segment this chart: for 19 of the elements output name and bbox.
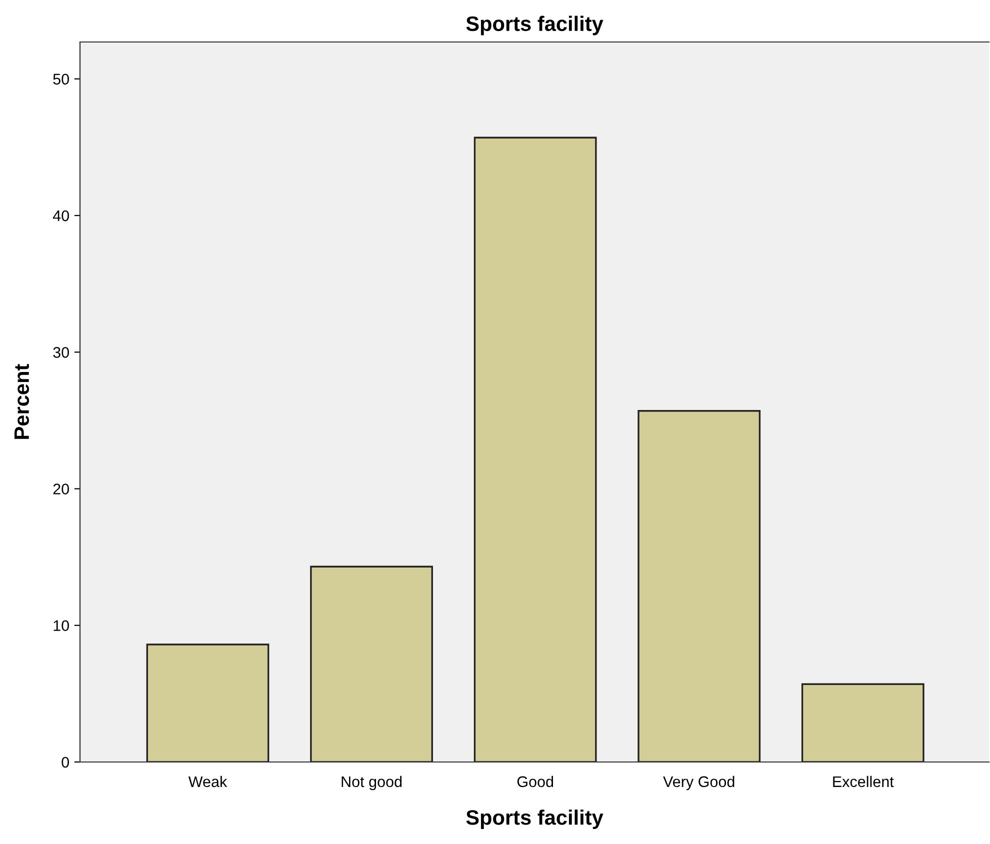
- bar: [310, 566, 433, 762]
- chart-title: Sports facility: [466, 16, 604, 36]
- bar: [801, 683, 924, 762]
- y-tick-label: 30: [53, 347, 69, 358]
- y-tick-label: 10: [54, 620, 69, 632]
- bar: [474, 136, 597, 762]
- y-tick-label: 40: [52, 210, 69, 222]
- x-axis-title: Sports facility: [466, 810, 604, 829]
- y-tick-label: 20: [53, 484, 69, 494]
- x-tick-label: Very Good: [663, 776, 734, 790]
- y-axis-title: Percent: [14, 364, 30, 439]
- x-tick-label: Not good: [342, 776, 402, 790]
- x-tick-label: Excellent: [833, 776, 894, 788]
- x-tick-label: Weak: [188, 776, 228, 788]
- bar: [638, 410, 761, 762]
- y-tick-label: 50: [53, 74, 69, 85]
- y-tick-label: 0: [62, 756, 69, 768]
- x-tick-label: Good: [517, 776, 554, 788]
- bar: [146, 644, 270, 762]
